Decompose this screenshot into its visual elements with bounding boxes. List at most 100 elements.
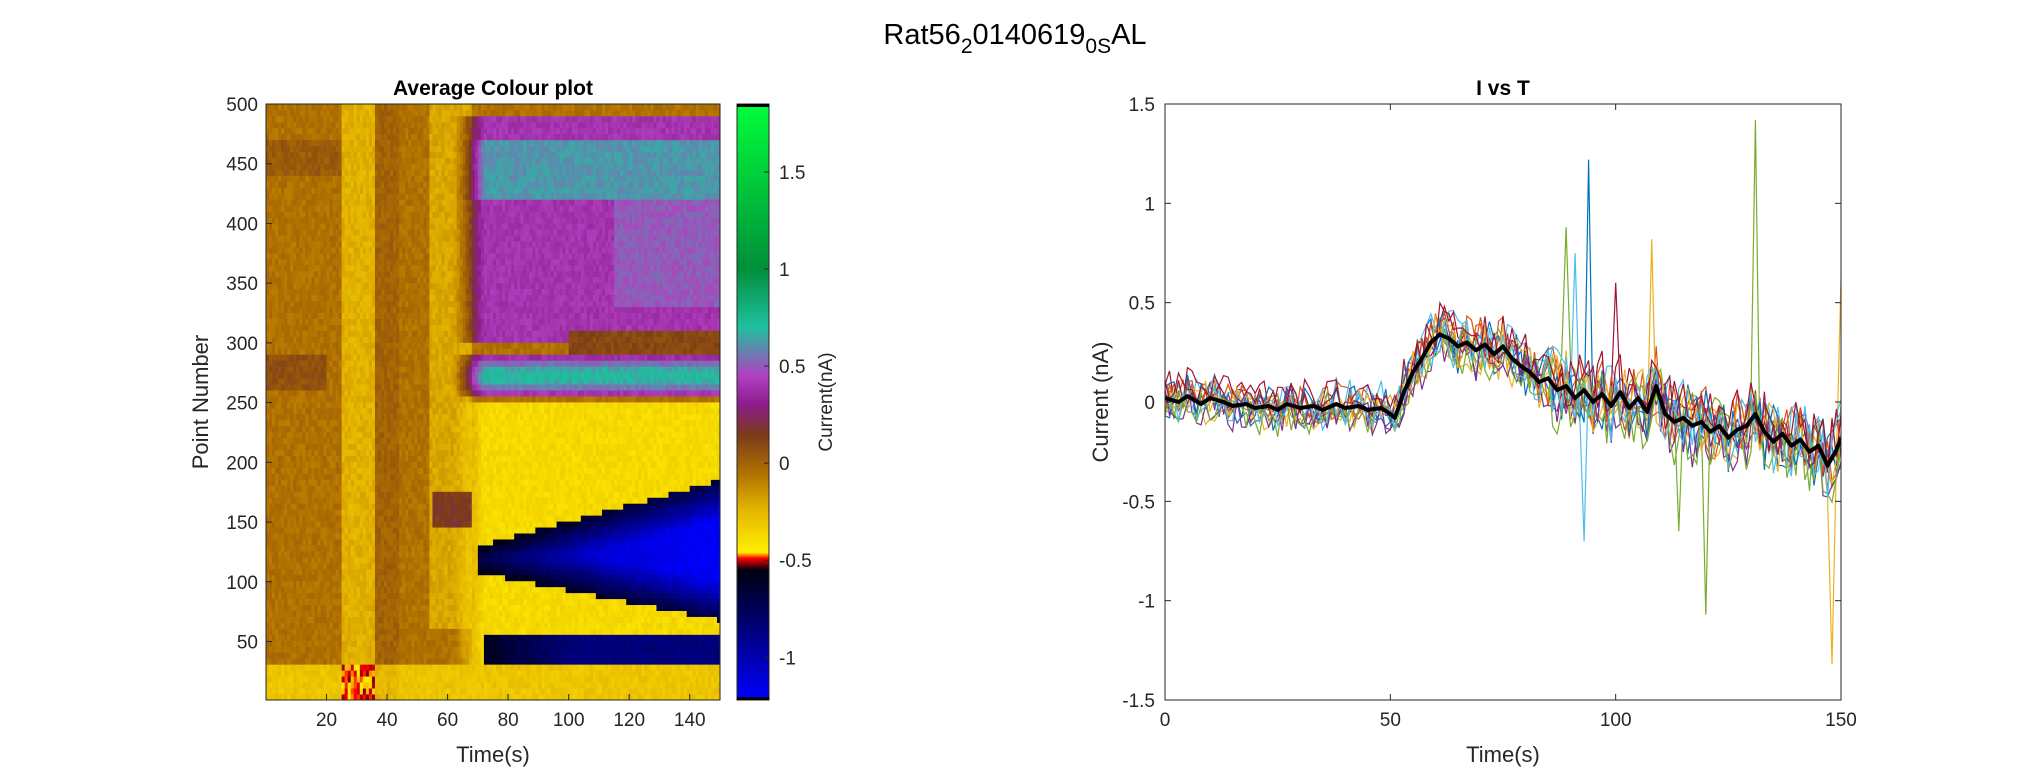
heatmap-cell — [320, 295, 323, 301]
heatmap-cell — [278, 628, 281, 634]
heatmap-cell — [299, 158, 302, 164]
heatmap-cell — [293, 140, 296, 146]
heatmap-cell — [281, 289, 284, 295]
heatmap-cell — [327, 563, 330, 569]
heatmap-cell — [317, 325, 320, 331]
heatmap-cell — [296, 485, 299, 491]
heatmap-cell — [266, 330, 269, 336]
heatmap-cell — [320, 533, 323, 539]
heatmap-cell — [317, 587, 320, 593]
heatmap-cell — [278, 319, 281, 325]
heatmap-cell — [308, 485, 311, 491]
colour-plot: Average Colour plot 20 40 60 80 100 120 140 50… — [188, 77, 720, 767]
heatmap-cell — [317, 307, 320, 313]
heatmap-cell — [278, 390, 281, 396]
heatmap-cell — [311, 235, 314, 241]
heatmap-cell — [296, 503, 299, 509]
heatmap-cell — [314, 265, 317, 271]
heatmap-cell — [266, 497, 269, 503]
heatmap-cell — [293, 563, 296, 569]
heatmap-cell — [296, 581, 299, 587]
heatmap-cell — [275, 313, 278, 319]
heatmap-cell — [287, 211, 290, 217]
heatmap-cell — [290, 432, 293, 438]
heatmap-cell — [314, 688, 317, 694]
heatmap-cell — [287, 330, 290, 336]
heatmap-cell — [284, 378, 287, 384]
heatmap-cell — [299, 176, 302, 182]
heatmap-cell — [327, 253, 330, 259]
heatmap-cell — [290, 658, 293, 664]
heatmap-cell — [308, 426, 311, 432]
heatmap-cell — [311, 223, 314, 229]
heatmap-cell — [278, 247, 281, 253]
heatmap-cell — [278, 634, 281, 640]
heatmap-cell — [299, 628, 302, 634]
heatmap-cell — [275, 426, 278, 432]
heatmap-cell — [266, 485, 269, 491]
heatmap-cell — [317, 527, 320, 533]
heatmap-cell — [290, 390, 293, 396]
heatmap-cell — [327, 652, 330, 658]
heatmap-cell — [327, 360, 330, 366]
heatmap-cell — [293, 587, 296, 593]
heatmap-cell — [278, 515, 281, 521]
heatmap-cell — [320, 623, 323, 629]
heatmap-cell — [324, 652, 327, 658]
heatmap-cell — [327, 551, 330, 557]
heatmap-cell — [281, 128, 284, 134]
heatmap-cell — [317, 432, 320, 438]
heatmap-cell — [281, 348, 284, 354]
heatmap-cell — [299, 587, 302, 593]
heatmap-cell — [320, 634, 323, 640]
heatmap-cell — [314, 497, 317, 503]
heatmap-cell — [287, 491, 290, 497]
heatmap-cell — [266, 479, 269, 485]
heatmap-cell — [266, 474, 269, 480]
heatmap-cell — [266, 646, 269, 652]
heatmap-cell — [272, 593, 275, 599]
heatmap-cell — [284, 533, 287, 539]
heatmap-cell — [287, 426, 290, 432]
heatmap-cell — [275, 676, 278, 682]
heatmap-cell — [324, 181, 327, 187]
heatmap-cell — [284, 366, 287, 372]
heatmap-cell — [296, 605, 299, 611]
heatmap-cell — [293, 176, 296, 182]
heatmap-cell — [266, 152, 269, 158]
heatmap-cell — [330, 605, 333, 611]
heatmap-cell — [284, 384, 287, 390]
heatmap-cell — [296, 265, 299, 271]
heatmap-cell — [278, 354, 281, 360]
heatmap-cell — [330, 503, 333, 509]
heatmap-cell — [284, 259, 287, 265]
heatmap-cell — [296, 360, 299, 366]
heatmap-cell — [305, 402, 308, 408]
heatmap-cell — [287, 104, 290, 110]
heatmap-cell — [296, 134, 299, 140]
heatmap-cell — [302, 497, 305, 503]
heatmap-cell — [330, 509, 333, 515]
heatmap-cell — [327, 134, 330, 140]
heatmap-cell — [308, 623, 311, 629]
heatmap-cell — [311, 348, 314, 354]
heatmap-cell — [287, 140, 290, 146]
heatmap-cell — [269, 623, 272, 629]
heatmap-cell — [281, 539, 284, 545]
heatmap-cell — [287, 283, 290, 289]
heatmap-cell — [269, 366, 272, 372]
heatmap-cell — [266, 432, 269, 438]
heatmap-cell — [269, 116, 272, 122]
heatmap-cell — [284, 432, 287, 438]
heatmap-cell — [317, 217, 320, 223]
heatmap-cell — [327, 176, 330, 182]
heatmap-cell — [324, 617, 327, 623]
heatmap-cell — [327, 325, 330, 331]
heatmap-cell — [269, 497, 272, 503]
heatmap-cell — [324, 408, 327, 414]
heatmap-cell — [281, 277, 284, 283]
heatmap-cell — [305, 503, 308, 509]
heatmap-cell — [314, 551, 317, 557]
heatmap-cell — [327, 587, 330, 593]
heatmap-cell — [296, 384, 299, 390]
